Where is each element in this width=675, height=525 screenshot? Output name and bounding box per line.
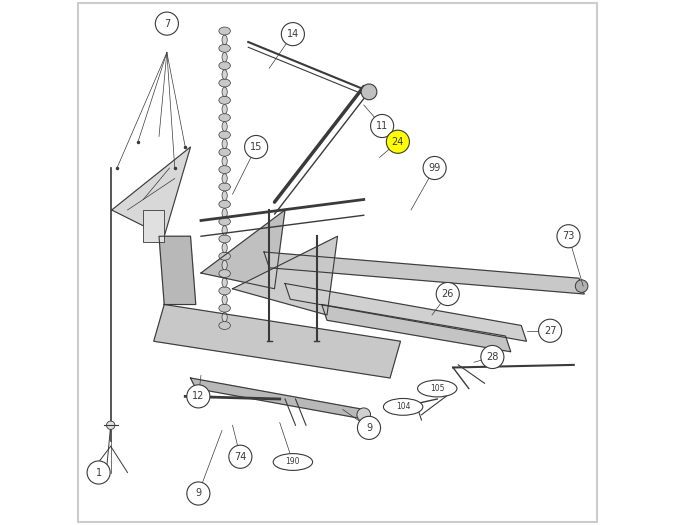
- Polygon shape: [232, 236, 338, 315]
- Polygon shape: [264, 252, 585, 294]
- Ellipse shape: [219, 304, 230, 312]
- Text: 12: 12: [192, 391, 205, 402]
- Text: 26: 26: [441, 289, 454, 299]
- Text: 104: 104: [396, 402, 410, 412]
- Text: 7: 7: [164, 18, 170, 29]
- Ellipse shape: [219, 131, 230, 139]
- Ellipse shape: [219, 287, 230, 295]
- Ellipse shape: [219, 113, 230, 121]
- Circle shape: [155, 12, 178, 35]
- Ellipse shape: [219, 270, 230, 277]
- Circle shape: [481, 345, 504, 369]
- Circle shape: [371, 114, 394, 138]
- Circle shape: [539, 319, 562, 342]
- Text: 9: 9: [366, 423, 372, 433]
- Ellipse shape: [383, 398, 423, 415]
- Ellipse shape: [418, 380, 457, 397]
- Ellipse shape: [219, 217, 230, 225]
- Text: 73: 73: [562, 231, 574, 242]
- Circle shape: [187, 385, 210, 408]
- Ellipse shape: [222, 243, 227, 253]
- Ellipse shape: [222, 139, 227, 149]
- Ellipse shape: [273, 454, 313, 470]
- Ellipse shape: [219, 252, 230, 260]
- Polygon shape: [154, 304, 400, 378]
- Ellipse shape: [219, 183, 230, 191]
- Ellipse shape: [222, 295, 227, 304]
- Ellipse shape: [222, 35, 227, 45]
- Ellipse shape: [219, 321, 230, 330]
- Text: 11: 11: [376, 121, 388, 131]
- Circle shape: [229, 445, 252, 468]
- Circle shape: [361, 84, 377, 100]
- Ellipse shape: [222, 312, 227, 322]
- Circle shape: [244, 135, 268, 159]
- Text: 15: 15: [250, 142, 263, 152]
- FancyBboxPatch shape: [143, 210, 164, 242]
- Circle shape: [358, 416, 381, 439]
- Ellipse shape: [222, 278, 227, 287]
- Ellipse shape: [219, 201, 230, 208]
- Polygon shape: [190, 378, 369, 420]
- Ellipse shape: [222, 70, 227, 79]
- Text: 105: 105: [430, 384, 445, 393]
- Circle shape: [436, 282, 459, 306]
- Ellipse shape: [222, 122, 227, 131]
- Ellipse shape: [219, 45, 230, 52]
- Circle shape: [187, 482, 210, 505]
- Circle shape: [575, 280, 588, 292]
- Polygon shape: [322, 304, 511, 352]
- Polygon shape: [285, 284, 526, 341]
- Ellipse shape: [219, 79, 230, 87]
- Text: 74: 74: [234, 452, 246, 462]
- Circle shape: [557, 225, 580, 248]
- Text: 99: 99: [429, 163, 441, 173]
- Text: 27: 27: [544, 326, 556, 336]
- Ellipse shape: [222, 260, 227, 270]
- Polygon shape: [112, 147, 190, 236]
- Ellipse shape: [219, 27, 230, 35]
- Ellipse shape: [219, 62, 230, 69]
- Ellipse shape: [219, 235, 230, 243]
- Text: 28: 28: [486, 352, 499, 362]
- Circle shape: [423, 156, 446, 180]
- Ellipse shape: [222, 52, 227, 62]
- Ellipse shape: [222, 174, 227, 183]
- Polygon shape: [159, 236, 196, 304]
- Text: 24: 24: [392, 136, 404, 147]
- Ellipse shape: [222, 208, 227, 218]
- Circle shape: [107, 421, 115, 429]
- Ellipse shape: [222, 87, 227, 97]
- Ellipse shape: [222, 156, 227, 166]
- Circle shape: [87, 461, 110, 484]
- Circle shape: [357, 408, 371, 422]
- Ellipse shape: [222, 226, 227, 235]
- Ellipse shape: [219, 97, 230, 104]
- Circle shape: [281, 23, 304, 46]
- Polygon shape: [201, 210, 285, 289]
- Text: 1: 1: [96, 467, 102, 478]
- Ellipse shape: [222, 104, 227, 114]
- Ellipse shape: [219, 148, 230, 156]
- Ellipse shape: [219, 166, 230, 173]
- Ellipse shape: [222, 191, 227, 201]
- Text: 190: 190: [286, 457, 300, 467]
- Text: 14: 14: [287, 29, 299, 39]
- Circle shape: [386, 130, 410, 153]
- Text: 9: 9: [195, 488, 201, 499]
